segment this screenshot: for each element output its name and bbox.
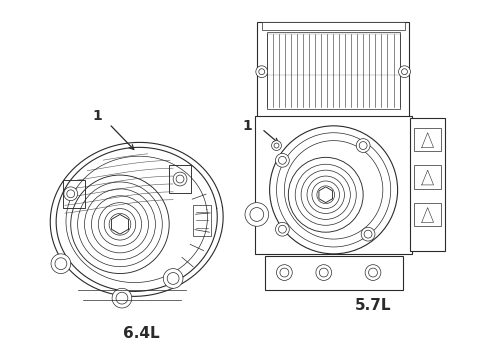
Circle shape <box>173 172 187 186</box>
Circle shape <box>276 265 292 280</box>
Polygon shape <box>319 187 333 203</box>
Text: 6.4L: 6.4L <box>123 326 160 341</box>
Bar <box>267 32 399 109</box>
Text: 1: 1 <box>242 119 252 133</box>
Bar <box>415 128 441 152</box>
Circle shape <box>271 141 281 150</box>
Circle shape <box>361 227 375 241</box>
Bar <box>255 116 413 254</box>
Bar <box>411 118 445 251</box>
Bar <box>169 165 191 193</box>
Circle shape <box>365 265 381 280</box>
Circle shape <box>256 66 268 78</box>
Bar <box>265 256 402 290</box>
Bar <box>415 165 441 189</box>
Circle shape <box>275 222 289 236</box>
Circle shape <box>316 265 332 280</box>
Polygon shape <box>111 215 128 234</box>
Bar <box>193 204 211 236</box>
Circle shape <box>64 187 77 201</box>
Text: 5.7L: 5.7L <box>355 298 391 313</box>
Circle shape <box>398 66 411 78</box>
Bar <box>63 180 84 208</box>
Circle shape <box>112 288 132 308</box>
Text: 1: 1 <box>93 109 102 123</box>
Circle shape <box>163 269 183 288</box>
Circle shape <box>270 126 397 254</box>
Circle shape <box>245 203 269 226</box>
Circle shape <box>275 153 289 167</box>
Circle shape <box>356 139 370 152</box>
Circle shape <box>51 254 71 274</box>
Bar <box>262 22 405 30</box>
Bar <box>257 22 410 121</box>
Bar <box>415 203 441 226</box>
